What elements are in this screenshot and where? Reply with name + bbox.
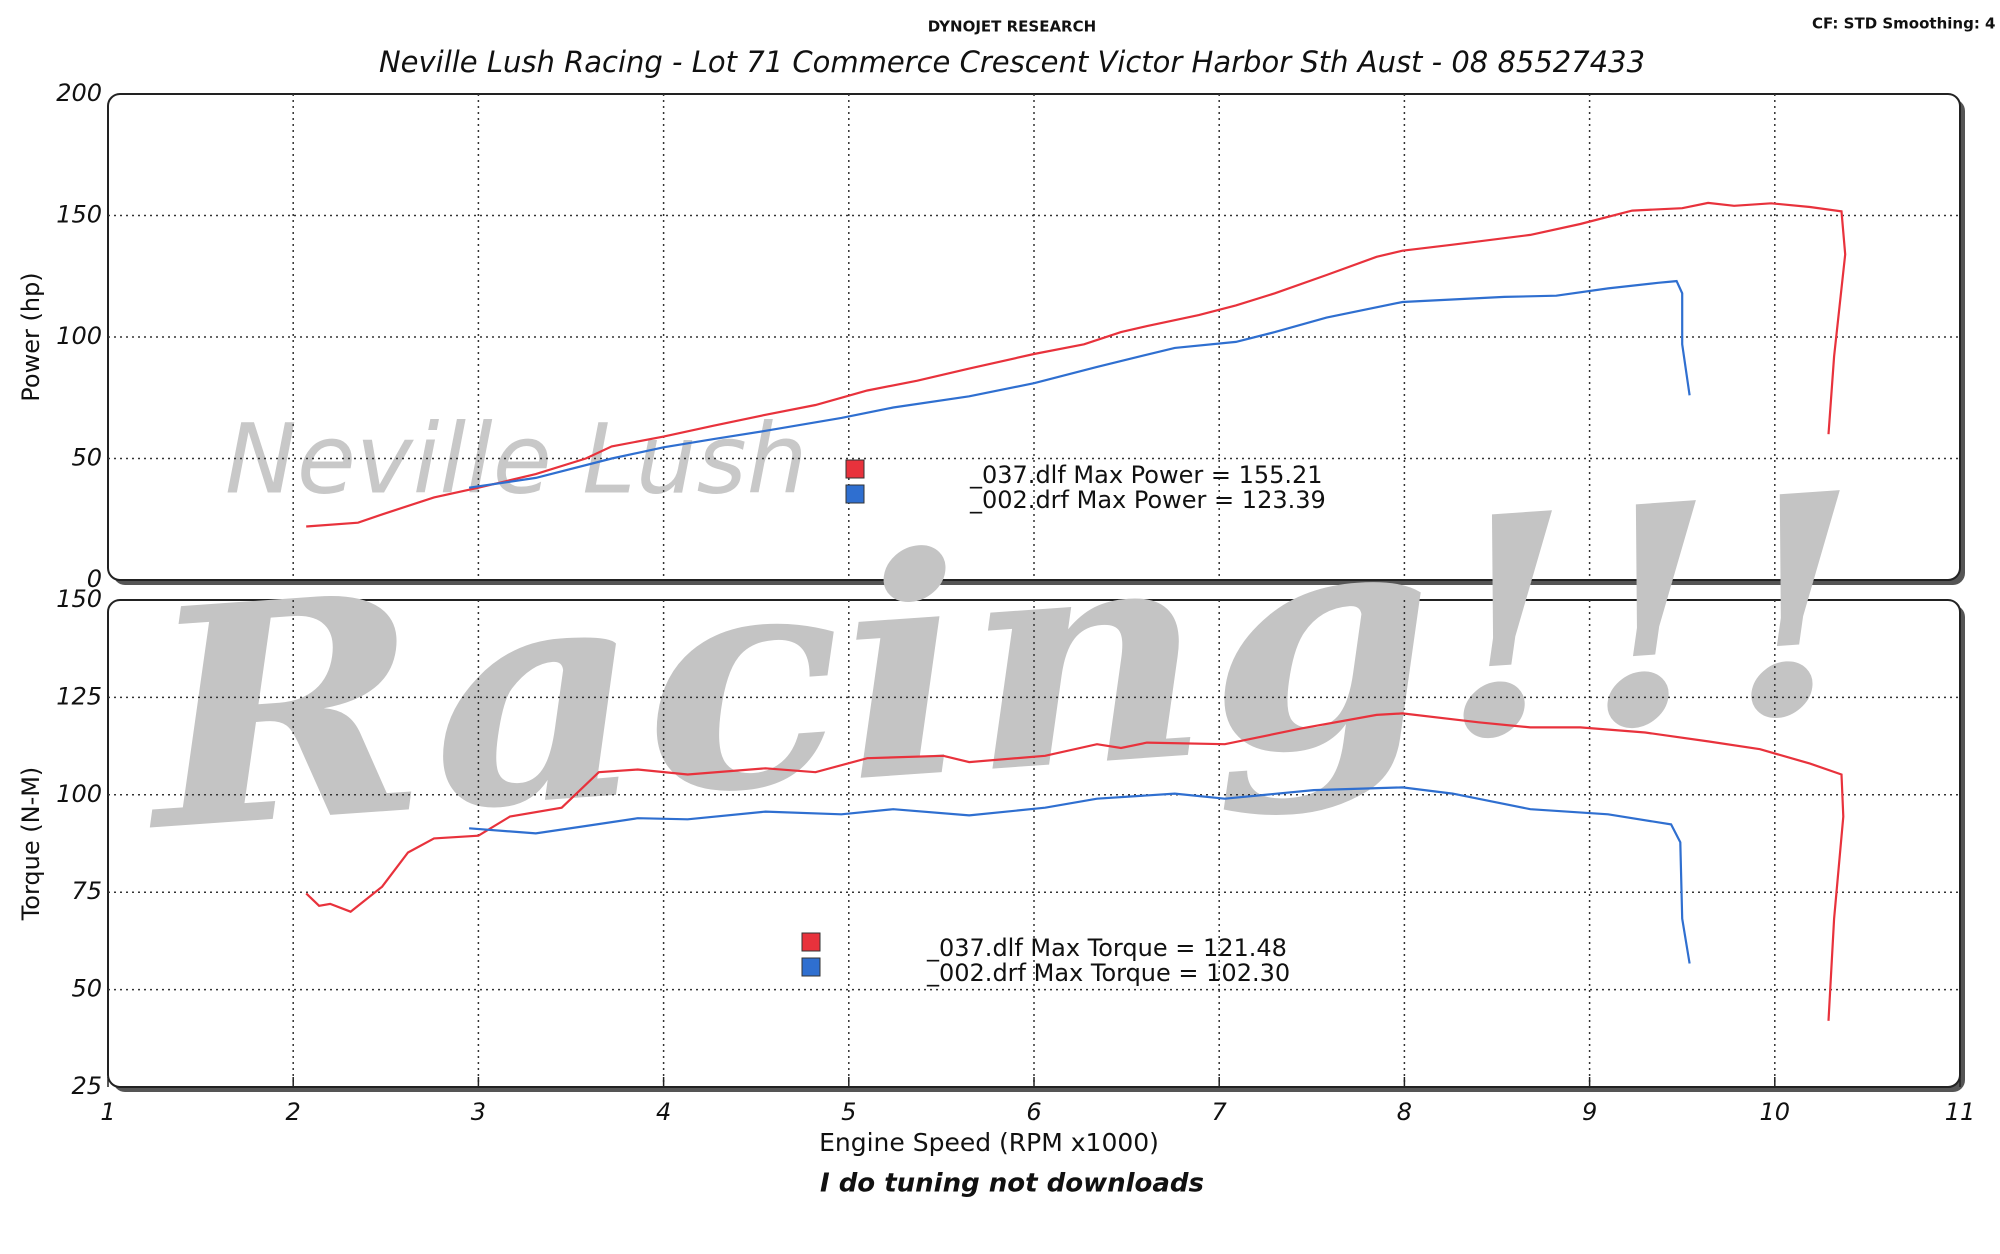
legend-swatch bbox=[845, 484, 865, 504]
footer: I do tuning not downloads bbox=[820, 1169, 1204, 1199]
x-tick-label: 2 bbox=[286, 1098, 301, 1126]
annotation: _037.dlf Max Torque = 121.48 bbox=[926, 934, 1287, 962]
x-tick-label: 10 bbox=[1760, 1098, 1791, 1126]
y-tick-label: 100 bbox=[56, 322, 102, 350]
report-title: DYNOJET RESEARCH bbox=[928, 18, 1096, 36]
y-tick-label: 75 bbox=[71, 877, 102, 905]
y-tick-label: 50 bbox=[71, 975, 102, 1003]
x-axis-label: Engine Speed (RPM x1000) bbox=[819, 1128, 1159, 1157]
y-axis-label: Power (hp) bbox=[17, 272, 45, 401]
data-line bbox=[306, 201, 1847, 528]
legend-swatch bbox=[845, 459, 865, 479]
x-tick-label: 8 bbox=[1397, 1098, 1412, 1126]
x-tick-label: 9 bbox=[1582, 1098, 1597, 1126]
y-tick-label: 100 bbox=[56, 780, 102, 808]
annotation: _037.dlf Max Power = 155.21 bbox=[969, 461, 1323, 489]
y-tick-label: 150 bbox=[56, 585, 102, 613]
y-tick-label: 0 bbox=[87, 565, 102, 593]
data-line bbox=[305, 712, 1845, 1021]
y-tick-label: 200 bbox=[56, 79, 102, 107]
data-line bbox=[469, 786, 1691, 964]
y-tick-label: 50 bbox=[71, 444, 102, 472]
settings: CF: STD Smoothing: 4 bbox=[1812, 15, 1995, 33]
x-tick-label: 6 bbox=[1026, 1098, 1041, 1126]
legend-swatch bbox=[801, 957, 821, 977]
annotation: _002.drf Max Power = 123.39 bbox=[969, 486, 1326, 514]
data-line bbox=[468, 279, 1691, 489]
annotation: _002.drf Max Torque = 102.30 bbox=[926, 959, 1290, 987]
x-tick-label: 5 bbox=[841, 1098, 856, 1126]
x-tick-label: 4 bbox=[656, 1098, 671, 1126]
legend-swatch bbox=[801, 932, 821, 952]
y-tick-label: 150 bbox=[56, 201, 102, 229]
y-axis-label: Torque (N-M) bbox=[17, 767, 45, 922]
x-tick-label: 7 bbox=[1212, 1098, 1228, 1126]
x-tick-label: 11 bbox=[1945, 1098, 1976, 1126]
y-tick-label: 25 bbox=[71, 1072, 102, 1100]
x-tick-label: 3 bbox=[471, 1098, 486, 1126]
subtitle: Neville Lush Racing - Lot 71 Commerce Cr… bbox=[379, 45, 1645, 79]
x-tick-label: 1 bbox=[100, 1098, 115, 1126]
watermark: Neville Lush bbox=[225, 403, 807, 515]
y-tick-label: 125 bbox=[56, 682, 102, 710]
